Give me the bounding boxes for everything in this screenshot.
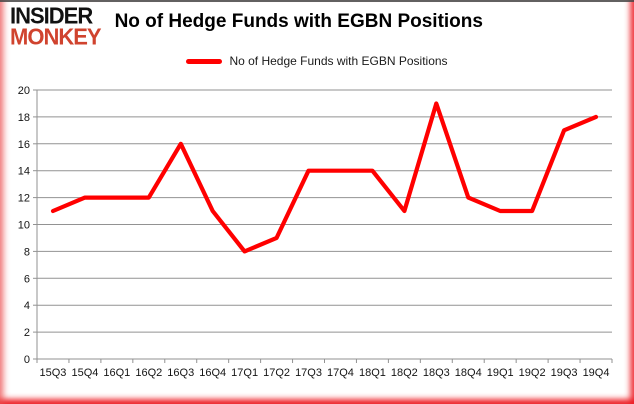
x-axis-tick-label: 19Q2 [519, 367, 546, 379]
header: INSIDER MONKEY No of Hedge Funds with EG… [10, 2, 626, 50]
x-axis-tick-label: 15Q4 [71, 367, 98, 379]
y-axis-tick-label: 12 [18, 193, 30, 205]
x-axis-tick-label: 19Q1 [487, 367, 514, 379]
x-axis-tick-label: 19Q4 [583, 367, 610, 379]
x-axis-tick-label: 18Q2 [391, 367, 418, 379]
x-axis-tick-label: 18Q1 [359, 367, 386, 379]
x-axis-tick-label: 16Q2 [135, 367, 162, 379]
x-axis-tick-label: 17Q3 [295, 367, 322, 379]
y-axis-tick-label: 2 [24, 327, 30, 339]
x-axis-tick-label: 18Q3 [423, 367, 450, 379]
x-axis-tick-label: 16Q3 [167, 367, 194, 379]
legend: No of Hedge Funds with EGBN Positions [0, 54, 634, 68]
x-axis-tick-label: 17Q1 [231, 367, 258, 379]
x-axis-tick-label: 15Q3 [40, 367, 67, 379]
x-axis-tick-label: 18Q4 [455, 367, 482, 379]
y-axis-tick-label: 10 [18, 220, 30, 232]
y-axis-tick-label: 20 [18, 85, 30, 97]
chart-title: No of Hedge Funds with EGBN Positions [114, 11, 483, 32]
insider-monkey-logo: INSIDER MONKEY [10, 2, 102, 50]
y-axis-tick-label: 0 [24, 354, 30, 366]
logo-line2: MONKEY [10, 23, 102, 50]
x-axis-tick-label: 17Q4 [327, 367, 354, 379]
y-axis-tick-label: 18 [18, 112, 30, 124]
y-axis-tick-label: 4 [24, 300, 30, 312]
y-axis-tick-label: 6 [24, 273, 30, 285]
legend-line-swatch [186, 58, 223, 64]
x-axis-tick-label: 19Q3 [551, 367, 578, 379]
legend-label: No of Hedge Funds with EGBN Positions [229, 54, 448, 68]
logo-line1: INSIDER [10, 2, 93, 29]
hedge-funds-data-line [50, 101, 599, 254]
x-axis-tick-label: 16Q4 [199, 367, 226, 379]
y-axis-tick-label: 8 [24, 246, 30, 258]
x-axis-tick-label: 17Q2 [263, 367, 290, 379]
x-axis-tick-label: 16Q1 [103, 367, 130, 379]
y-axis-tick-label: 16 [18, 139, 30, 151]
y-axis-tick-label: 14 [18, 166, 30, 178]
